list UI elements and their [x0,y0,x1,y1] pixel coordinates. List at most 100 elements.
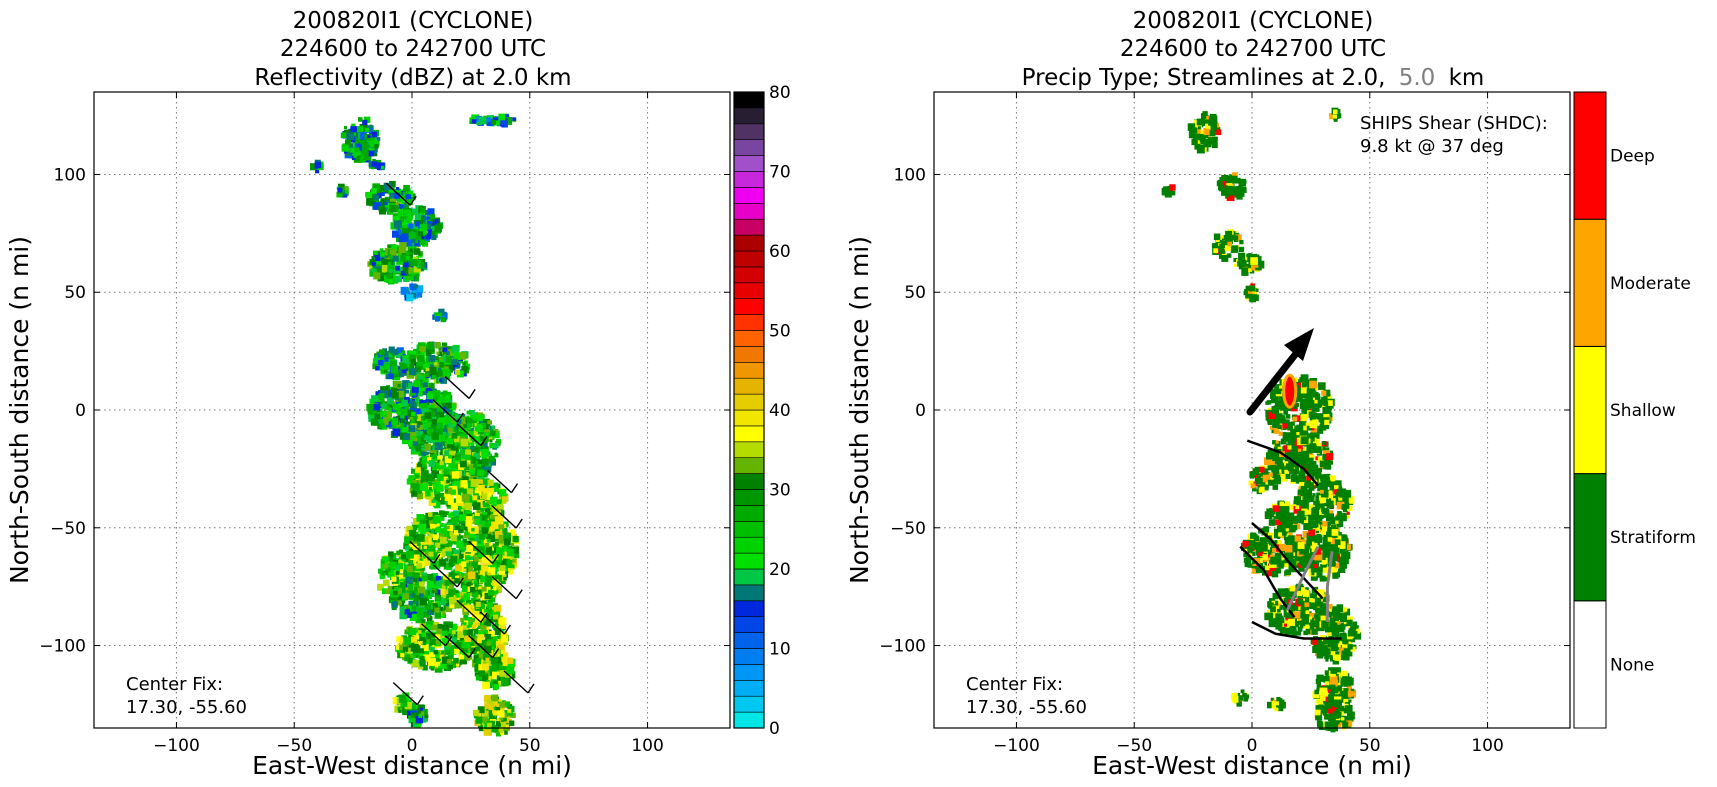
precip-type-echo [1311,397,1318,404]
reflectivity-echo [439,451,443,456]
reflectivity-echo [498,617,507,625]
precip-type-echo [1271,460,1277,466]
reflectivity-echo [424,714,429,719]
reflectivity-echo [498,626,505,633]
reflectivity-echo [421,572,428,579]
precip-type-echo [1209,130,1216,137]
reflectivity-echo [462,361,467,366]
reflectivity-echo [446,546,452,552]
reflectivity-echo [482,418,491,427]
left-echoes [309,113,520,737]
precip-type-echo [1285,414,1291,419]
reflectivity-echo [407,591,411,595]
reflectivity-echo [395,571,400,575]
reflectivity-echo [394,573,400,579]
reflectivity-echo [375,355,384,363]
reflectivity-echo [392,697,400,705]
reflectivity-echo [409,628,417,636]
reflectivity-echo [414,415,418,419]
reflectivity-echo [394,564,400,570]
precip-type-echo [1269,425,1274,430]
reflectivity-echo [405,389,409,394]
colorbar-bin [733,171,765,188]
reflectivity-echo [453,631,461,639]
reflectivity-echo [415,420,423,428]
reflectivity-echo [412,229,418,235]
reflectivity-echo [387,585,392,591]
reflectivity-echo [388,407,392,412]
reflectivity-echo [490,656,499,665]
precip-type-echo [1296,432,1302,438]
reflectivity-echo [478,663,486,671]
reflectivity-echo [382,579,390,587]
reflectivity-echo [314,161,322,169]
reflectivity-echo [378,568,384,574]
reflectivity-echo [492,579,499,586]
reflectivity-echo [504,566,509,571]
reflectivity-echo [498,664,504,670]
reflectivity-echo [416,291,423,298]
reflectivity-echo [361,148,369,156]
reflectivity-echo [431,234,437,241]
reflectivity-echo [426,393,434,400]
reflectivity-echo [458,514,466,522]
reflectivity-echo [434,551,441,559]
precip-type-echo [1226,193,1235,202]
reflectivity-echo [396,195,403,203]
reflectivity-echo [441,400,448,407]
reflectivity-echo [355,157,360,162]
reflectivity-echo [442,368,451,377]
reflectivity-echo [417,630,422,634]
x-tick-label: −50 [276,736,312,756]
reflectivity-echo [488,487,495,495]
reflectivity-echo [434,341,441,348]
reflectivity-echo [421,434,425,438]
reflectivity-echo [427,208,435,216]
reflectivity-echo [442,347,448,353]
reflectivity-echo [495,731,502,737]
left-x-ticks: −100 −50 0 50 100 [153,92,664,756]
reflectivity-echo [381,572,385,576]
precip-type-echo [1232,231,1236,235]
reflectivity-echo [483,640,489,646]
precip-type-echo [1273,405,1279,411]
precip-type-echo [1189,130,1197,138]
reflectivity-echo [418,651,427,660]
reflectivity-echo [496,636,503,643]
reflectivity-echo [491,671,500,679]
reflectivity-echo [442,397,449,403]
reflectivity-echo [460,657,467,665]
precip-type-echo [1221,189,1226,195]
reflectivity-echo [400,254,408,262]
reflectivity-echo [379,418,385,425]
wind-barb-flag [492,648,500,658]
precip-type-echo [1323,401,1329,407]
colorbar-bin [733,298,765,315]
reflectivity-echo [483,609,488,613]
reflectivity-echo [428,411,435,417]
reflectivity-echo [459,460,467,468]
reflectivity-echo [408,601,413,606]
reflectivity-echo [374,413,381,420]
reflectivity-echo [384,202,388,206]
precip-type-echo [1270,395,1279,404]
reflectivity-echo [486,435,493,441]
reflectivity-echo [428,595,433,600]
left-title-line-2: 224600 to 242700 UTC [280,36,546,62]
reflectivity-echo [438,551,446,558]
reflectivity-echo [413,369,421,377]
reflectivity-echo [433,497,439,503]
reflectivity-echo [395,202,401,208]
wind-barb-flag [468,389,476,399]
reflectivity-echo [438,597,446,605]
reflectivity-echo [471,546,477,551]
precip-type-echo [1301,382,1307,388]
reflectivity-echo [434,665,439,670]
precip-type-echo [1226,253,1232,258]
reflectivity-echo [468,430,476,438]
precip-type-echo [1290,428,1298,436]
reflectivity-echo [419,239,426,246]
reflectivity-echo [380,165,385,170]
reflectivity-echo [420,267,424,272]
reflectivity-echo [482,681,490,690]
